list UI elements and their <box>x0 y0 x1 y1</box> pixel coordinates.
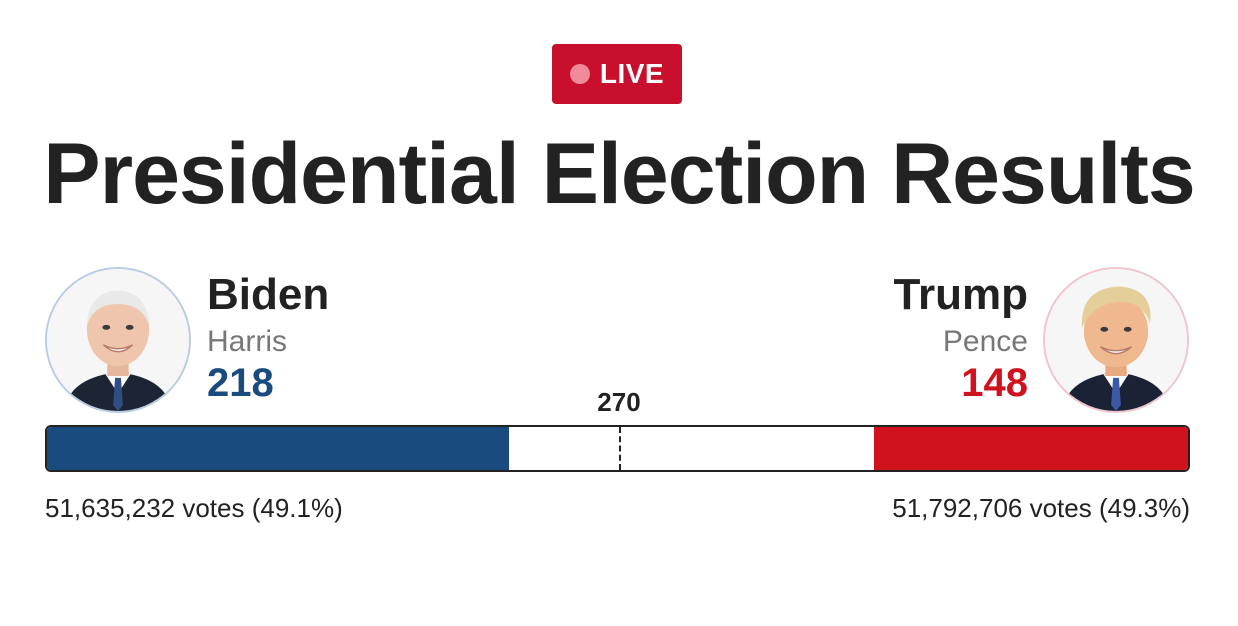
trump-portrait-icon <box>1045 269 1187 411</box>
biden-portrait-icon <box>47 269 189 411</box>
trump-running-mate: Pence <box>942 325 1028 358</box>
live-badge: LIVE <box>552 44 682 104</box>
electoral-vote-bar <box>45 425 1190 472</box>
page-title: Presidential Election Results <box>43 126 1195 222</box>
trump-popular-vote: 51,792,706 votes (49.3%) <box>892 493 1190 523</box>
trump-electoral-votes: 148 <box>961 361 1028 405</box>
biden-name: Biden <box>207 270 330 319</box>
trump-bar-fill <box>874 427 1188 470</box>
live-dot-icon <box>569 64 590 84</box>
threshold-marker <box>618 427 621 470</box>
trump-name: Trump <box>893 270 1028 319</box>
trump-avatar <box>1043 267 1189 413</box>
live-label: LIVE <box>599 58 665 89</box>
biden-electoral-votes: 218 <box>207 361 274 405</box>
biden-running-mate: Harris <box>207 325 287 358</box>
biden-avatar <box>45 267 191 413</box>
biden-bar-fill <box>47 427 510 470</box>
biden-popular-vote: 51,635,232 votes (49.1%) <box>45 493 343 523</box>
threshold-label: 270 <box>597 387 641 417</box>
